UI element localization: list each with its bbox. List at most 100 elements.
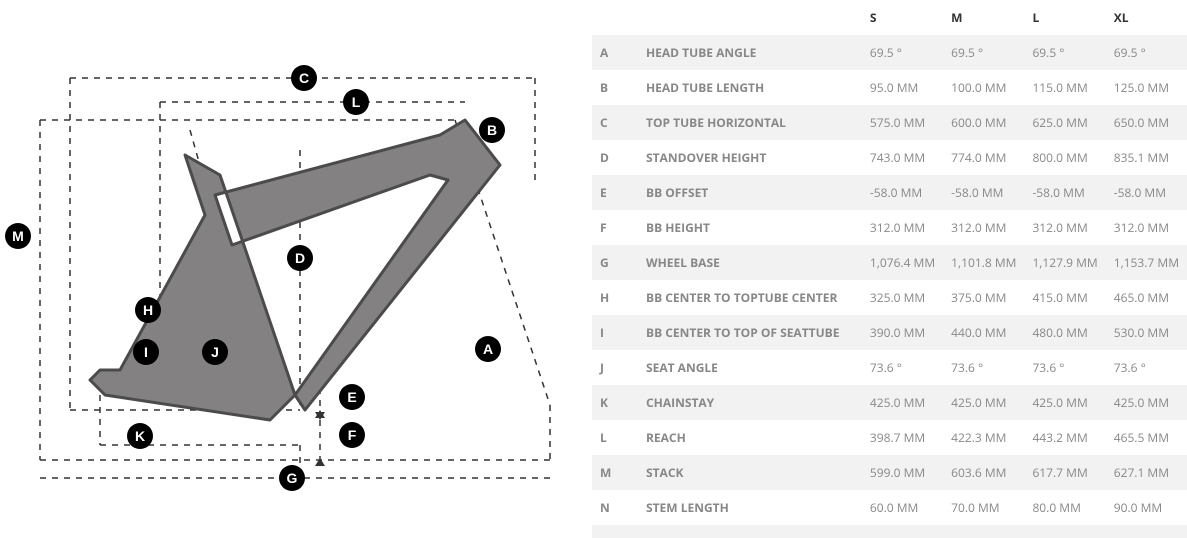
arrow-icon bbox=[315, 458, 325, 466]
marker-label: K bbox=[135, 428, 145, 444]
row-value: 312.0 MM bbox=[1106, 210, 1187, 245]
row-value: 312.0 MM bbox=[862, 210, 943, 245]
header-blank-key bbox=[592, 0, 638, 35]
row-value: 627.1 MM bbox=[1106, 455, 1187, 490]
row-name: TRAIL bbox=[638, 525, 862, 538]
row-key: J bbox=[592, 350, 638, 385]
row-value: 60.0 MM bbox=[862, 490, 943, 525]
row-value: 125.0 MM bbox=[1106, 70, 1187, 105]
row-value: 69.5 ° bbox=[1024, 35, 1105, 70]
row-value: -58.0 MM bbox=[1024, 175, 1105, 210]
marker-g: G bbox=[279, 465, 305, 491]
row-value: 800.0 MM bbox=[1024, 140, 1105, 175]
marker-label: D bbox=[295, 250, 305, 266]
row-value: 425.0 MM bbox=[943, 385, 1024, 420]
row-value: 95.0 MM bbox=[862, 70, 943, 105]
marker-c: C bbox=[291, 65, 317, 91]
row-value: 774.0 MM bbox=[943, 140, 1024, 175]
table-row: EBB OFFSET-58.0 MM-58.0 MM-58.0 MM-58.0 … bbox=[592, 175, 1187, 210]
row-value: 617.7 MM bbox=[1024, 455, 1105, 490]
row-value: 325.0 MM bbox=[862, 280, 943, 315]
row-value: 1,076.4 MM bbox=[862, 245, 943, 280]
row-value: 743.0 MM bbox=[862, 140, 943, 175]
row-name: STANDOVER HEIGHT bbox=[638, 140, 862, 175]
row-value: -58.0 MM bbox=[943, 175, 1024, 210]
row-value: 398.7 MM bbox=[862, 420, 943, 455]
row-value: 465.0 MM bbox=[1106, 280, 1187, 315]
row-key: H bbox=[592, 280, 638, 315]
table-row: JSEAT ANGLE73.6 °73.6 °73.6 °73.6 ° bbox=[592, 350, 1187, 385]
header-blank-name bbox=[638, 0, 862, 35]
row-key: D bbox=[592, 140, 638, 175]
row-value: 73.6 ° bbox=[862, 350, 943, 385]
row-name: STACK bbox=[638, 455, 862, 490]
marker-m: M bbox=[5, 223, 31, 249]
row-value: 650.0 MM bbox=[1106, 105, 1187, 140]
geometry-svg: A B C D E F G H I J K L M bbox=[0, 0, 592, 538]
marker-a: A bbox=[475, 336, 501, 362]
row-value: 83.9 MM bbox=[1024, 525, 1105, 538]
row-value: 603.6 MM bbox=[943, 455, 1024, 490]
marker-i: I bbox=[133, 339, 159, 365]
row-key: 0 bbox=[592, 525, 638, 538]
row-value: 835.1 MM bbox=[1106, 140, 1187, 175]
row-key: L bbox=[592, 420, 638, 455]
table-row: 0TRAIL83.9 MM83.9 MM83.9 MM83.9 MM bbox=[592, 525, 1187, 538]
header-size-s: S bbox=[862, 0, 943, 35]
table-row: HBB CENTER TO TOPTUBE CENTER325.0 MM375.… bbox=[592, 280, 1187, 315]
row-name: BB CENTER TO TOPTUBE CENTER bbox=[638, 280, 862, 315]
row-key: N bbox=[592, 490, 638, 525]
marker-b: B bbox=[479, 117, 505, 143]
row-value: 599.0 MM bbox=[862, 455, 943, 490]
marker-label: G bbox=[287, 470, 298, 486]
geometry-diagram: A B C D E F G H I J K L M bbox=[0, 0, 592, 538]
table-row: AHEAD TUBE ANGLE69.5 °69.5 °69.5 °69.5 ° bbox=[592, 35, 1187, 70]
marker-label: M bbox=[12, 228, 24, 244]
row-value: -58.0 MM bbox=[1106, 175, 1187, 210]
table-row: BHEAD TUBE LENGTH95.0 MM100.0 MM115.0 MM… bbox=[592, 70, 1187, 105]
row-value: 1,127.9 MM bbox=[1024, 245, 1105, 280]
row-value: 115.0 MM bbox=[1024, 70, 1105, 105]
row-key: K bbox=[592, 385, 638, 420]
row-value: 1,153.7 MM bbox=[1106, 245, 1187, 280]
row-value: 625.0 MM bbox=[1024, 105, 1105, 140]
table-row: FBB HEIGHT312.0 MM312.0 MM312.0 MM312.0 … bbox=[592, 210, 1187, 245]
marker-f: F bbox=[339, 422, 365, 448]
row-name: BB HEIGHT bbox=[638, 210, 862, 245]
marker-label: A bbox=[483, 341, 493, 357]
table-row: CTOP TUBE HORIZONTAL575.0 MM600.0 MM625.… bbox=[592, 105, 1187, 140]
marker-label: E bbox=[347, 389, 356, 405]
row-key: A bbox=[592, 35, 638, 70]
table-row: LREACH398.7 MM422.3 MM443.2 MM465.5 MM bbox=[592, 420, 1187, 455]
table-row: DSTANDOVER HEIGHT743.0 MM774.0 MM800.0 M… bbox=[592, 140, 1187, 175]
row-value: 415.0 MM bbox=[1024, 280, 1105, 315]
row-value: 375.0 MM bbox=[943, 280, 1024, 315]
row-value: 425.0 MM bbox=[1024, 385, 1105, 420]
row-name: BB CENTER TO TOP OF SEATTUBE bbox=[638, 315, 862, 350]
row-name: WHEEL BASE bbox=[638, 245, 862, 280]
row-value: 600.0 MM bbox=[943, 105, 1024, 140]
table-row: KCHAINSTAY425.0 MM425.0 MM425.0 MM425.0 … bbox=[592, 385, 1187, 420]
row-value: 73.6 ° bbox=[1106, 350, 1187, 385]
row-value: 83.9 MM bbox=[943, 525, 1024, 538]
marker-d: D bbox=[287, 245, 313, 271]
table-row: IBB CENTER TO TOP OF SEATTUBE390.0 MM440… bbox=[592, 315, 1187, 350]
row-value: -58.0 MM bbox=[862, 175, 943, 210]
marker-e: E bbox=[339, 384, 365, 410]
row-value: 422.3 MM bbox=[943, 420, 1024, 455]
row-value: 80.0 MM bbox=[1024, 490, 1105, 525]
marker-label: J bbox=[211, 344, 219, 360]
row-key: E bbox=[592, 175, 638, 210]
row-key: G bbox=[592, 245, 638, 280]
marker-label: L bbox=[352, 94, 361, 110]
marker-label: H bbox=[143, 302, 153, 318]
row-value: 70.0 MM bbox=[943, 490, 1024, 525]
row-value: 1,101.8 MM bbox=[943, 245, 1024, 280]
row-value: 530.0 MM bbox=[1106, 315, 1187, 350]
table-row: NSTEM LENGTH60.0 MM70.0 MM80.0 MM90.0 MM bbox=[592, 490, 1187, 525]
row-value: 73.6 ° bbox=[1024, 350, 1105, 385]
marker-label: B bbox=[487, 122, 497, 138]
row-name: TOP TUBE HORIZONTAL bbox=[638, 105, 862, 140]
row-value: 443.2 MM bbox=[1024, 420, 1105, 455]
row-name: CHAINSTAY bbox=[638, 385, 862, 420]
